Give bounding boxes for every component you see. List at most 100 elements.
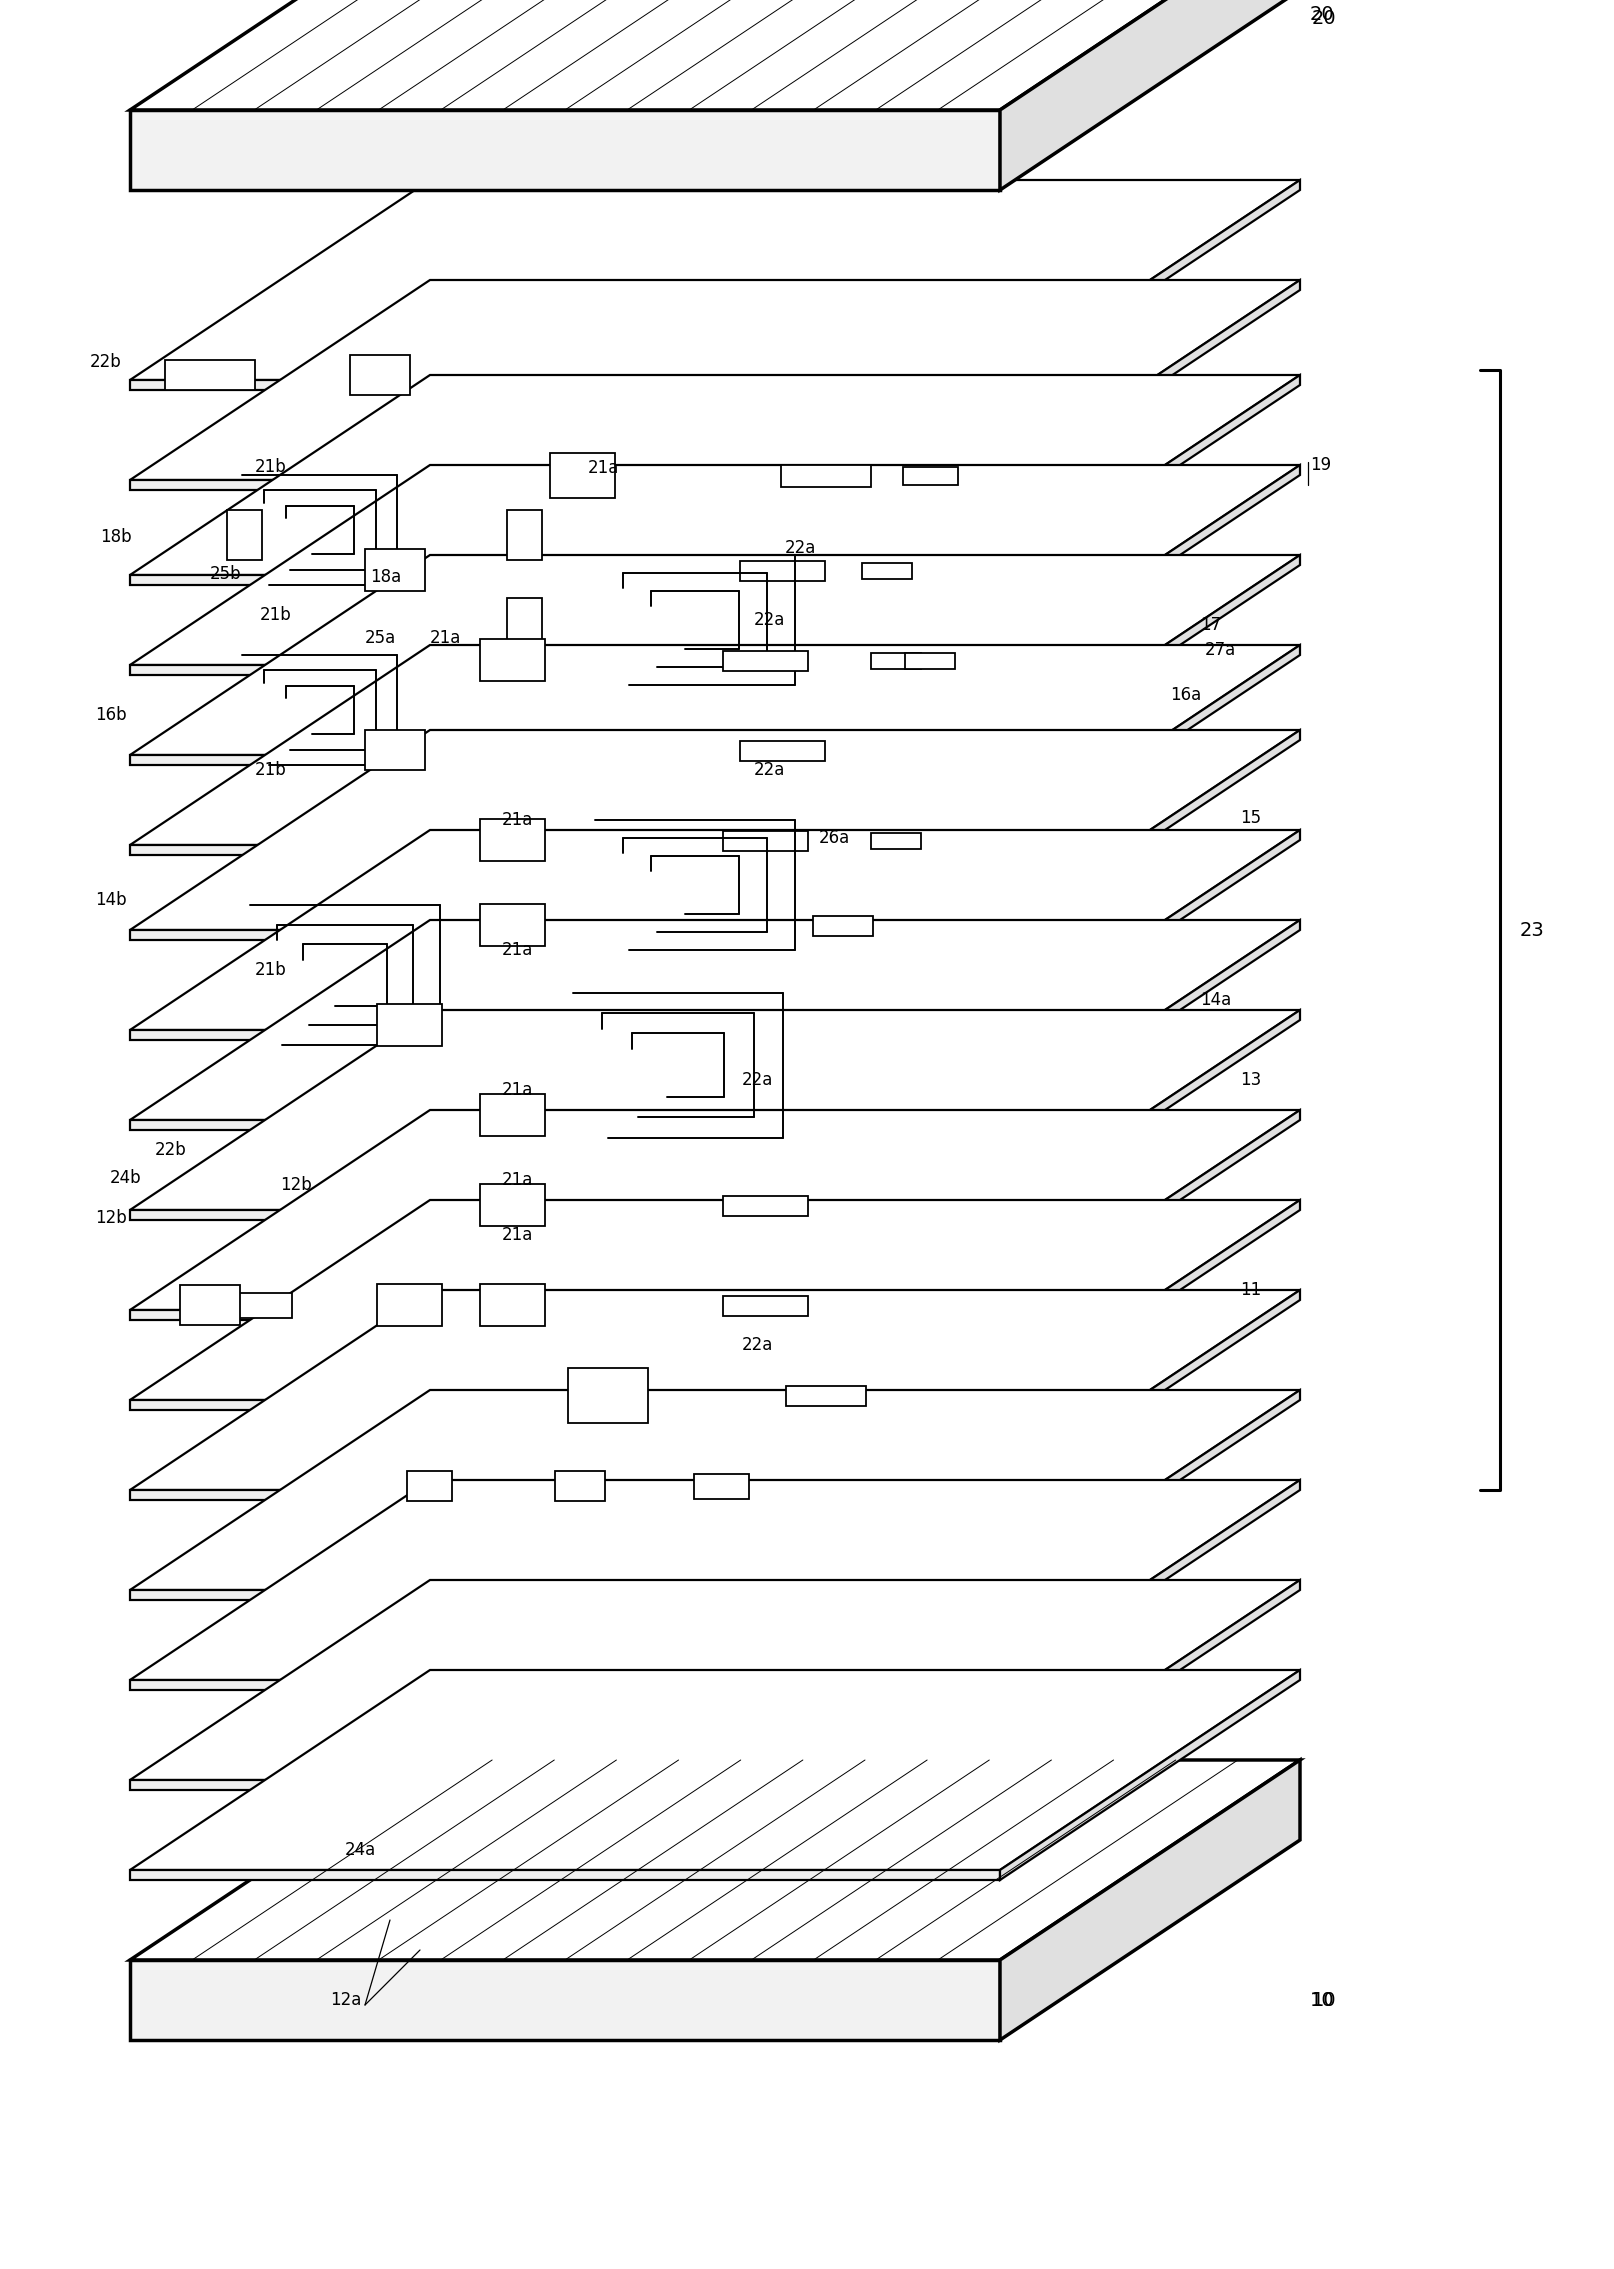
Text: 21b: 21b	[260, 606, 292, 624]
Polygon shape	[999, 279, 1299, 490]
Text: 22a: 22a	[741, 1336, 773, 1355]
Polygon shape	[129, 1761, 1299, 1960]
Bar	[479, 903, 546, 946]
Text: 21b: 21b	[255, 962, 287, 978]
Text: 22a: 22a	[754, 760, 784, 778]
Text: 21b: 21b	[255, 760, 287, 778]
Bar	[378, 1003, 442, 1046]
Polygon shape	[999, 374, 1299, 585]
Bar	[781, 465, 870, 488]
Polygon shape	[129, 919, 1299, 1121]
Text: 21a: 21a	[502, 1080, 533, 1098]
Polygon shape	[999, 1291, 1299, 1500]
Bar	[739, 742, 825, 760]
Text: 12b: 12b	[279, 1175, 312, 1193]
Text: 10: 10	[1309, 1990, 1333, 2010]
Bar	[555, 1470, 605, 1502]
Text: 18a: 18a	[370, 567, 400, 585]
Bar	[902, 467, 957, 486]
Bar	[228, 511, 263, 560]
Bar	[479, 1094, 546, 1137]
Bar	[479, 640, 546, 681]
Text: 20: 20	[1311, 9, 1336, 27]
Bar	[479, 1284, 546, 1325]
Polygon shape	[129, 1591, 999, 1600]
Text: 21a: 21a	[502, 942, 533, 960]
Polygon shape	[129, 1779, 999, 1790]
Polygon shape	[129, 830, 1299, 1030]
Bar	[365, 731, 424, 769]
Text: 26a: 26a	[818, 828, 849, 846]
Polygon shape	[129, 644, 1299, 844]
Polygon shape	[129, 1579, 1299, 1779]
Text: 23: 23	[1519, 921, 1545, 939]
Polygon shape	[129, 1479, 1299, 1679]
Polygon shape	[129, 1670, 1299, 1870]
Polygon shape	[129, 731, 1299, 930]
Bar	[870, 653, 920, 669]
Polygon shape	[129, 556, 1299, 756]
Polygon shape	[129, 1679, 999, 1690]
Text: 14b: 14b	[95, 892, 126, 910]
Polygon shape	[129, 465, 1299, 665]
Polygon shape	[999, 1010, 1299, 1221]
Text: 22b: 22b	[155, 1141, 187, 1159]
Polygon shape	[129, 0, 1299, 109]
Polygon shape	[129, 1400, 999, 1409]
Bar	[786, 1386, 865, 1407]
Text: 24b: 24b	[110, 1169, 142, 1187]
Polygon shape	[999, 1110, 1299, 1321]
Bar	[694, 1473, 749, 1498]
Bar	[721, 1196, 807, 1216]
Polygon shape	[129, 1030, 999, 1039]
Bar	[549, 452, 615, 497]
Bar	[378, 1284, 442, 1325]
Polygon shape	[129, 756, 999, 765]
Bar	[905, 653, 955, 669]
Polygon shape	[999, 1761, 1299, 2040]
Polygon shape	[999, 0, 1299, 191]
Text: 21a: 21a	[502, 1225, 533, 1243]
Polygon shape	[999, 1479, 1299, 1690]
Text: 16a: 16a	[1169, 685, 1201, 703]
Polygon shape	[999, 1579, 1299, 1790]
Text: 21b: 21b	[255, 458, 287, 476]
Bar	[479, 1184, 546, 1225]
Text: 21a: 21a	[502, 1171, 533, 1189]
Polygon shape	[129, 1391, 1299, 1591]
Text: 16b: 16b	[95, 706, 126, 724]
Text: 21a: 21a	[429, 629, 462, 647]
Bar	[862, 563, 912, 579]
Polygon shape	[129, 374, 1299, 574]
Text: 20: 20	[1309, 5, 1333, 25]
Bar	[507, 511, 542, 560]
Polygon shape	[129, 481, 999, 490]
Bar	[721, 651, 807, 672]
Bar	[721, 830, 807, 851]
Bar	[179, 1284, 240, 1325]
Text: 22b: 22b	[90, 354, 121, 372]
Polygon shape	[129, 179, 1299, 379]
Text: 22a: 22a	[784, 540, 817, 556]
Bar	[721, 1296, 807, 1316]
Text: 21a: 21a	[587, 458, 618, 476]
Polygon shape	[129, 1209, 999, 1221]
Polygon shape	[999, 1670, 1299, 1881]
Polygon shape	[129, 1121, 999, 1130]
Text: 17: 17	[1199, 615, 1220, 633]
Text: 19: 19	[1309, 456, 1330, 474]
Polygon shape	[999, 644, 1299, 855]
Text: 21a: 21a	[502, 810, 533, 828]
Bar	[870, 833, 920, 849]
Bar	[507, 599, 542, 649]
Polygon shape	[999, 556, 1299, 765]
Bar	[813, 917, 873, 937]
Polygon shape	[129, 1291, 1299, 1491]
Bar	[739, 560, 825, 581]
Polygon shape	[999, 1391, 1299, 1600]
Text: 15: 15	[1240, 810, 1261, 826]
Polygon shape	[129, 1870, 999, 1881]
Polygon shape	[999, 1200, 1299, 1409]
Polygon shape	[129, 1010, 1299, 1209]
Polygon shape	[129, 379, 999, 390]
